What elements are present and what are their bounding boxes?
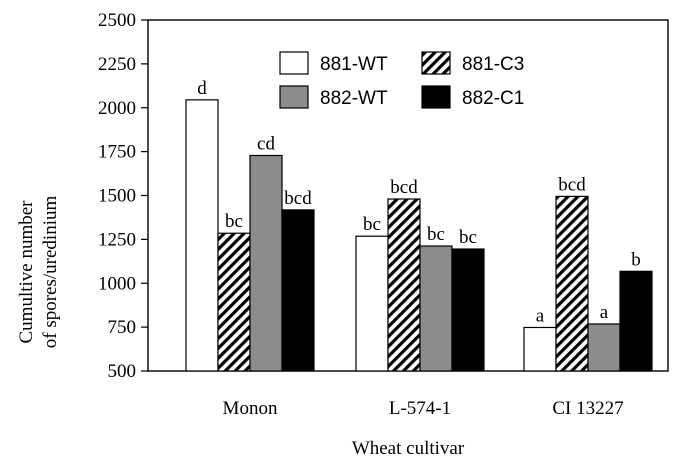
significance-label: bcd bbox=[284, 188, 312, 209]
legend: 881-WT 881-C3 882-WT 882-C1 bbox=[279, 51, 524, 109]
legend-swatch bbox=[421, 51, 451, 75]
legend-swatch bbox=[279, 51, 309, 75]
bar-881-WT-CI 13227 bbox=[523, 326, 557, 372]
y-tick-label: 1000 bbox=[98, 273, 136, 294]
significance-label: bc bbox=[225, 211, 243, 232]
y-tick-label: 2250 bbox=[98, 54, 136, 75]
y-tick-label: 2000 bbox=[98, 98, 136, 119]
bar-881-C3-CI 13227 bbox=[555, 195, 589, 372]
y-tick-label: 1750 bbox=[98, 142, 136, 163]
significance-label: bc bbox=[363, 214, 381, 235]
y-tick-label: 750 bbox=[108, 317, 137, 338]
bar-881-C3-Monon bbox=[217, 232, 251, 372]
significance-label: bcd bbox=[558, 174, 586, 195]
bar-882-WT-L-574-1 bbox=[419, 245, 453, 372]
significance-label: d bbox=[197, 78, 207, 99]
x-category-label: Monon bbox=[223, 398, 278, 419]
y-tick-label: 500 bbox=[108, 361, 137, 382]
bar-882-C1-Monon bbox=[281, 209, 315, 372]
bar-882-WT-Monon bbox=[249, 154, 283, 372]
y-tick-label: 1500 bbox=[98, 186, 136, 207]
significance-label: a bbox=[600, 302, 609, 323]
x-axis-title: Wheat cultivar bbox=[352, 438, 465, 459]
significance-label: bcd bbox=[390, 177, 418, 198]
bar-882-WT-CI 13227 bbox=[587, 323, 621, 372]
y-tick-label: 2500 bbox=[98, 10, 136, 31]
significance-label: cd bbox=[257, 133, 275, 154]
x-category-label: CI 13227 bbox=[552, 398, 623, 419]
significance-label: a bbox=[536, 305, 545, 326]
bar-882-C1-L-574-1 bbox=[451, 248, 485, 372]
y-axis-title-line2: of spores/uredinium bbox=[40, 196, 61, 349]
y-axis-title-line1: Cumultive number bbox=[16, 200, 37, 344]
legend-label: 882-WT bbox=[320, 88, 388, 109]
significance-label: bc bbox=[459, 227, 477, 248]
legend-label: 881-WT bbox=[320, 54, 388, 75]
significance-label: bc bbox=[427, 224, 445, 245]
bar-881-WT-L-574-1 bbox=[355, 235, 389, 372]
bar-882-C1-CI 13227 bbox=[619, 270, 653, 372]
legend-swatch bbox=[421, 85, 451, 109]
legend-swatch bbox=[279, 85, 309, 109]
legend-label: 881-C3 bbox=[462, 54, 524, 75]
y-tick-label: 1250 bbox=[98, 229, 136, 250]
x-category-label: L-574-1 bbox=[389, 398, 451, 419]
bar-881-C3-L-574-1 bbox=[387, 198, 421, 372]
bar-881-WT-Monon bbox=[185, 99, 219, 372]
legend-label: 882-C1 bbox=[462, 88, 524, 109]
significance-label: b bbox=[631, 249, 641, 270]
